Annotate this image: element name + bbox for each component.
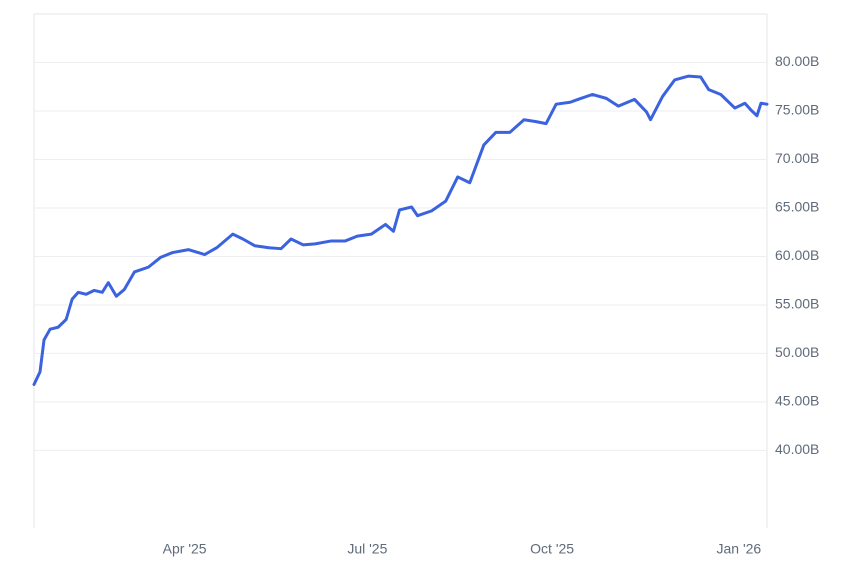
x-tick-label: Apr '25 xyxy=(163,541,207,557)
y-tick-label: 60.00B xyxy=(775,247,819,263)
y-tick-label: 50.00B xyxy=(775,344,819,360)
x-tick-label: Jan '26 xyxy=(717,541,762,557)
x-tick-label: Oct '25 xyxy=(530,541,574,557)
y-tick-label: 55.00B xyxy=(775,296,819,312)
y-tick-label: 40.00B xyxy=(775,441,819,457)
y-tick-label: 80.00B xyxy=(775,53,819,69)
y-tick-label: 70.00B xyxy=(775,150,819,166)
price-line xyxy=(32,74,769,386)
y-tick-label: 65.00B xyxy=(775,199,819,215)
x-tick-label: Jul '25 xyxy=(347,541,387,557)
y-tick-label: 75.00B xyxy=(775,102,819,118)
y-tick-label: 45.00B xyxy=(775,393,819,409)
